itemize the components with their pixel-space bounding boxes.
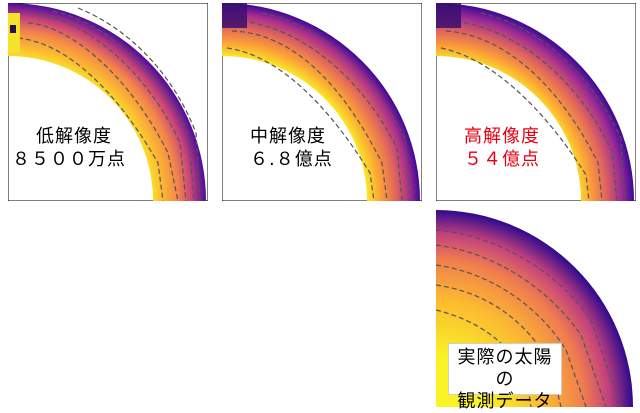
panel-high-count: ５４億点 — [464, 149, 540, 170]
sim-panel-low: 低解像度 ８５００万点 — [8, 3, 208, 201]
observation-label-line2: 観測データ — [457, 391, 553, 412]
sim-quarter-disk-high — [436, 3, 636, 201]
sim-panel-high: 高解像度 ５４億点 — [436, 3, 636, 201]
sim-panel-medium: 中解像度 ６.８億点 — [222, 3, 422, 201]
panel-medium-title: 中解像度 — [250, 126, 326, 147]
sim-quarter-disk-medium — [222, 3, 422, 201]
sim-quarter-disk-low — [8, 3, 208, 201]
observation-label-line1: 実際の太陽の — [457, 347, 553, 390]
panel-low-title: 低解像度 — [36, 126, 112, 147]
panel-high-title: 高解像度 — [464, 126, 540, 147]
observation-label-box: 実際の太陽の 観測データ — [448, 343, 562, 412]
panel-low-count: ８５００万点 — [12, 149, 126, 170]
panel-medium-count: ６.８億点 — [250, 149, 333, 170]
